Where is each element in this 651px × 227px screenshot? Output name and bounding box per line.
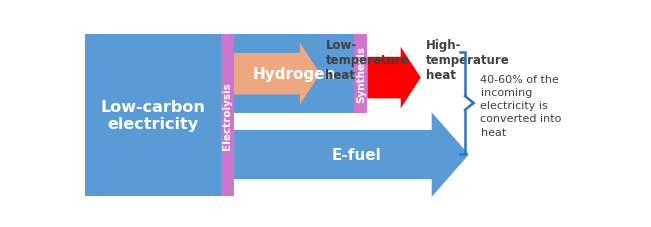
- Bar: [221, 35, 234, 196]
- Polygon shape: [234, 113, 469, 197]
- Text: Electrolysis: Electrolysis: [223, 82, 232, 149]
- Text: Hydrogen: Hydrogen: [253, 67, 336, 82]
- Text: Low-
temperature
heat: Low- temperature heat: [326, 39, 409, 81]
- Text: Synthesis: Synthesis: [355, 46, 366, 103]
- Bar: [354, 35, 367, 114]
- Bar: [234, 35, 354, 114]
- Polygon shape: [234, 44, 320, 105]
- Polygon shape: [367, 47, 421, 109]
- Text: High-
temperature
heat: High- temperature heat: [426, 39, 510, 81]
- Text: Low-carbon
electricity: Low-carbon electricity: [101, 99, 206, 131]
- Text: 40-60% of the
incoming
electricity is
converted into
heat: 40-60% of the incoming electricity is co…: [480, 74, 562, 137]
- Bar: [85, 35, 221, 196]
- Text: E-fuel: E-fuel: [331, 147, 381, 162]
